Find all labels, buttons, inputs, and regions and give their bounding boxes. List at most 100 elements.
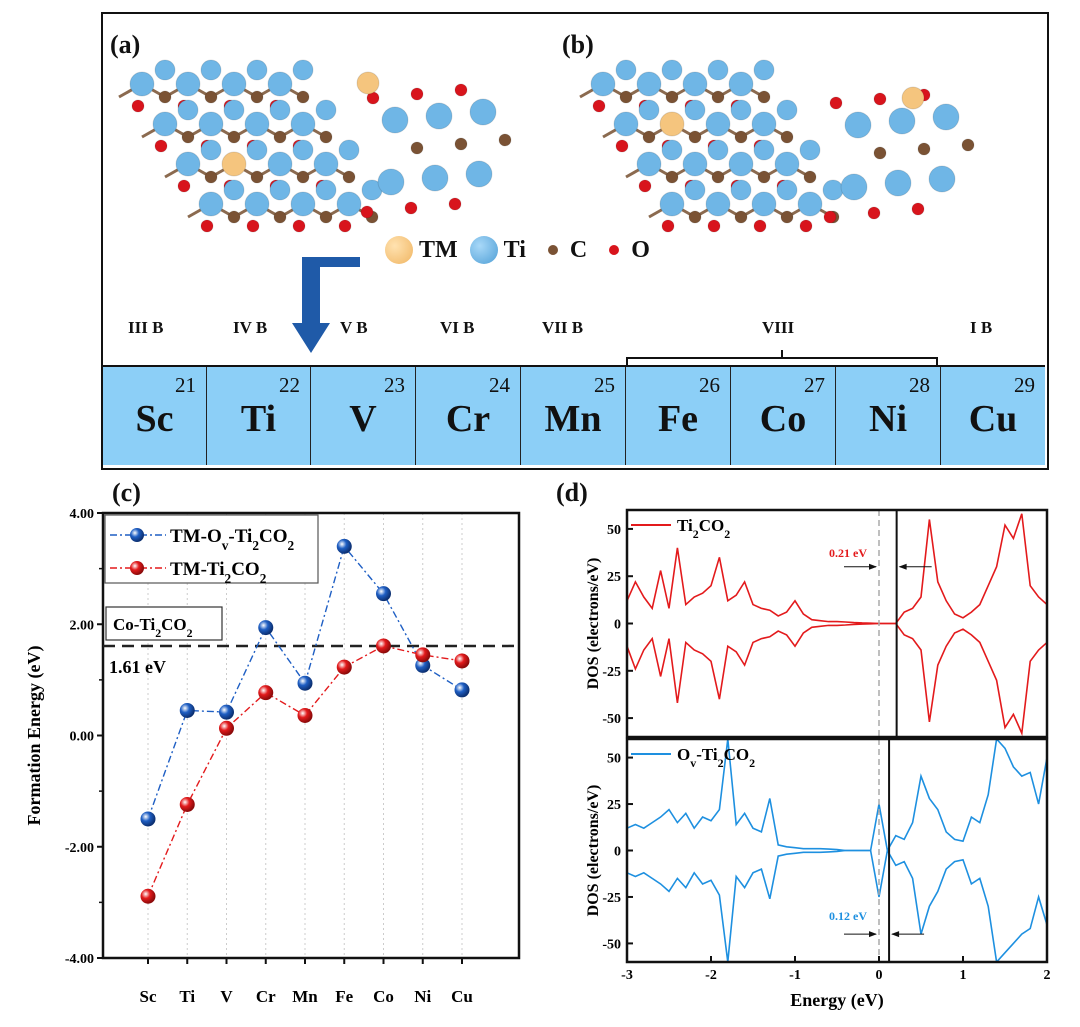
- c-atom: [498, 133, 512, 147]
- c-atom: [319, 130, 333, 144]
- c-atom: [454, 137, 468, 151]
- ti-atom: [381, 106, 409, 134]
- atomic-number: 26: [699, 373, 720, 397]
- x-tick-label: Sc: [140, 987, 157, 1006]
- element-symbol: Cr: [445, 398, 491, 440]
- x-tick-label: Cr: [256, 987, 276, 1006]
- c-atom: [711, 170, 725, 184]
- o-atom: [200, 219, 214, 233]
- ti-atom: [221, 71, 247, 97]
- y-tick-label: 0.00: [70, 730, 95, 745]
- data-point: [336, 659, 352, 675]
- table-divider: [101, 365, 1045, 367]
- dos-spin_down: [627, 622, 1047, 737]
- x-tick-label: Ni: [414, 987, 431, 1006]
- arrowhead: [898, 563, 907, 570]
- ti-atom: [661, 139, 683, 161]
- group-label: V B: [340, 318, 368, 337]
- panel-label-a: (a): [110, 30, 141, 59]
- atomic-structures: [118, 59, 975, 233]
- o-atom: [246, 219, 260, 233]
- data-point: [179, 796, 195, 812]
- element-cell-ni: 28 Ni: [836, 367, 941, 465]
- ti-atom: [636, 151, 662, 177]
- c-atom: [296, 170, 310, 184]
- x-tick-label: V: [220, 987, 233, 1006]
- element-symbol: Ti: [240, 398, 277, 440]
- ti-atom: [615, 59, 637, 81]
- c-atom: [961, 138, 975, 152]
- legend-o: O: [631, 236, 650, 263]
- y-axis-title: DOS (electrons/eV): [585, 785, 602, 917]
- atomic-number: 29: [1014, 373, 1035, 397]
- group-label: VI B: [440, 318, 475, 337]
- o-atom: [592, 99, 606, 113]
- legend-marker: [130, 561, 144, 575]
- ti-atom: [928, 165, 956, 193]
- legend-label: TM-Ti2CO2: [170, 559, 267, 586]
- y-tick-label: 25: [607, 570, 621, 585]
- atomic-number: 23: [384, 373, 405, 397]
- y-tick-label: 0: [614, 845, 621, 860]
- ti-atom: [684, 99, 706, 121]
- element-symbol: Mn: [544, 398, 602, 440]
- data-point: [376, 586, 391, 602]
- c-atom: [665, 90, 679, 104]
- tm-atom: [356, 71, 380, 95]
- y-tick-label: -25: [602, 891, 621, 906]
- data-point: [179, 702, 195, 718]
- data-point: [219, 704, 234, 720]
- data-point: [376, 638, 391, 654]
- element-cell-co: 27 Co: [731, 367, 836, 465]
- ti-atom: [198, 191, 224, 217]
- x-tick-label: Mn: [292, 987, 318, 1006]
- ti-atom: [659, 191, 685, 217]
- o-atom: [410, 87, 424, 101]
- ti-atom: [290, 111, 316, 137]
- ti-atom: [590, 71, 616, 97]
- ti-atom: [244, 191, 270, 217]
- ti-atom: [730, 99, 752, 121]
- legend-label: Ov-Ti2CO2: [677, 745, 755, 770]
- element-cell-fe: 26 Fe: [626, 367, 731, 465]
- ti-atom: [776, 99, 798, 121]
- ti-atom: [377, 168, 405, 196]
- c-atom: [273, 130, 287, 144]
- ti-atom: [884, 169, 912, 197]
- element-cell-mn: 25 Mn: [521, 367, 626, 465]
- group-viii-bracket: [626, 350, 938, 368]
- y-tick-label: -25: [602, 665, 621, 680]
- ti-atom: [799, 139, 821, 161]
- data-point: [454, 682, 470, 698]
- y-tick-label: -4.00: [65, 952, 94, 967]
- ti-atom: [315, 179, 337, 201]
- c-atom: [734, 210, 748, 224]
- o-atom: [131, 99, 145, 113]
- ti-atom: [177, 99, 199, 121]
- o-atom: [292, 219, 306, 233]
- c-atom: [642, 130, 656, 144]
- element-symbol: Sc: [135, 398, 174, 440]
- atomic-number: 21: [175, 373, 196, 397]
- ti-atom: [175, 71, 201, 97]
- c-atom: [757, 90, 771, 104]
- y-tick-label: 25: [607, 798, 621, 813]
- y-tick-label: 50: [607, 523, 621, 538]
- ti-atom: [469, 98, 497, 126]
- data-point: [336, 538, 352, 554]
- ti-atom: [223, 99, 245, 121]
- y-tick-label: 50: [607, 752, 621, 767]
- data-point: [297, 675, 313, 691]
- arrow-down-icon: [292, 257, 360, 353]
- group-label: I B: [970, 318, 993, 337]
- o-atom: [799, 219, 813, 233]
- tm-atom: [901, 86, 925, 110]
- dos-series-Ti2CO2: [627, 510, 1047, 737]
- panel-label-d: (d): [556, 478, 588, 507]
- ti-atom: [822, 179, 844, 201]
- y-axis-title: Formation Energy (eV): [24, 646, 45, 826]
- ti-atom: [198, 111, 224, 137]
- c-atom: [917, 142, 931, 156]
- ti-atom: [313, 151, 339, 177]
